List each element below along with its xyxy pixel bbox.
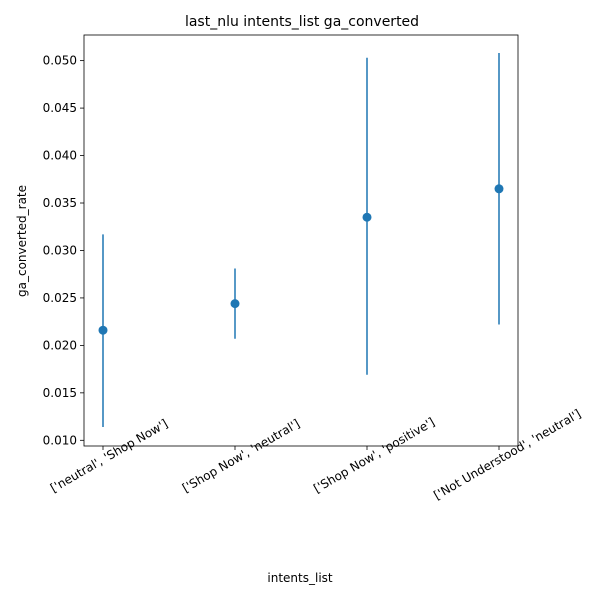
error-bars [102,53,500,428]
y-tick-label: 0.040 [43,149,77,163]
data-point [98,325,108,335]
y-tick-label: 0.050 [43,54,77,68]
x-tick-label: ['Not Understood', 'neutral'] [431,407,583,503]
data-point [494,184,504,194]
x-axis-label: intents_list [267,571,333,585]
x-tick-label: ['Shop Now', 'neutral'] [180,417,302,496]
y-tick-label: 0.020 [43,338,77,352]
y-tick-label: 0.015 [43,386,77,400]
x-tick-label: ['neutral', 'Shop Now'] [48,417,170,496]
y-axis-label: ga_converted_rate [15,185,29,297]
y-tick-label: 0.045 [43,101,77,115]
data-point [362,212,372,222]
plot-area-frame [83,34,519,447]
y-tick-label: 0.025 [43,291,77,305]
data-points [98,184,504,335]
data-point [230,299,240,309]
x-axis-ticks: ['neutral', 'Shop Now'] ['Shop Now', 'neu… [48,407,584,503]
y-tick-label: 0.035 [43,196,77,210]
chart-title: last_nlu intents_list ga_converted [185,14,419,30]
y-tick-label: 0.030 [43,243,77,257]
y-tick-label: 0.010 [43,433,77,447]
x-tick-label: ['Shop Now', 'positive'] [311,415,437,496]
y-axis-ticks: 0.010 0.015 0.020 0.025 0.030 0.035 0.040 0.045… [43,54,84,447]
